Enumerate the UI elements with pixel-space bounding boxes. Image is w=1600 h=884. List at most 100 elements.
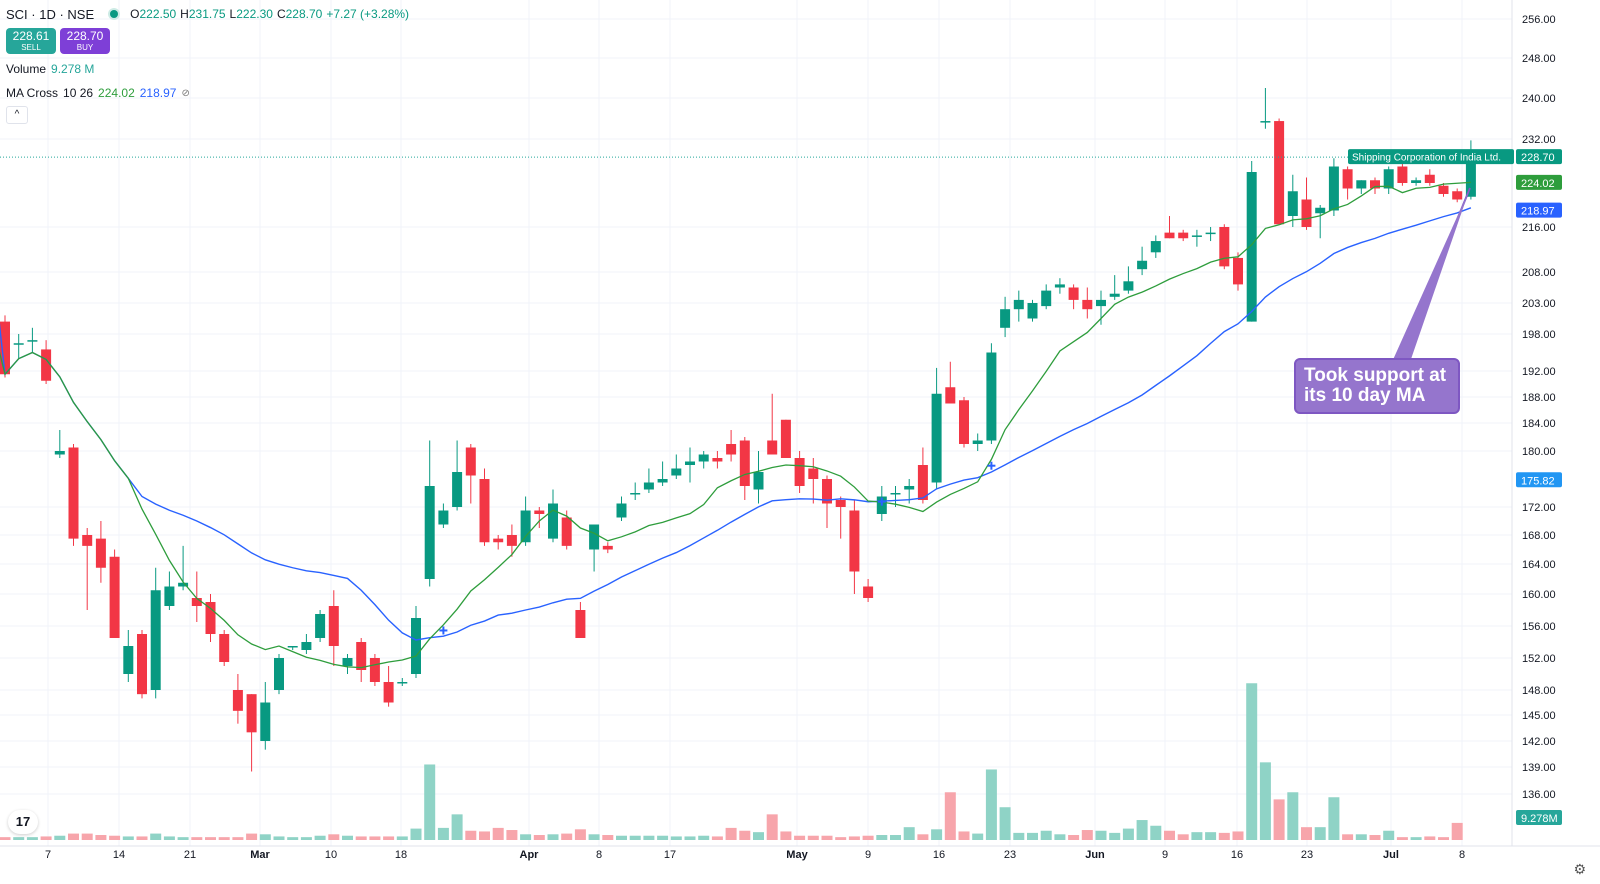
candle [534,507,545,528]
candle-body [397,682,408,684]
candle-body [1246,172,1257,322]
gear-icon[interactable]: ⚙ [1573,861,1586,877]
volume-bar [602,835,614,840]
candle [1054,278,1065,294]
volume-bars [0,683,1463,840]
volume-bar [807,835,819,840]
candle-body [1041,290,1052,307]
ohlc-key: O [130,7,140,21]
candle [1452,188,1463,203]
sell-label: SELL [21,43,41,52]
candle-body [123,646,134,674]
candle [1246,161,1257,322]
candle-body [780,419,791,458]
volume-bar [821,835,833,840]
candle-body [1315,207,1326,214]
sell-button[interactable]: 228.61 SELL [6,28,56,54]
candle [493,535,504,550]
candle-body [1274,121,1285,225]
candle [685,447,695,483]
candle [260,682,271,750]
candle [1137,246,1148,276]
candle [479,468,490,546]
candle [205,594,216,642]
price-tick-label: 152.00 [1522,653,1556,665]
candle-body [520,510,531,543]
candle-body [1191,235,1202,237]
price-tick-label: 156.00 [1522,621,1556,633]
volume-bar [410,828,422,840]
volume-bar [958,831,970,840]
volume-bar [520,834,532,840]
price-tick-label: 208.00 [1522,267,1556,279]
ma-fast-value: 224.02 [98,86,135,100]
candle [986,343,997,444]
candle-body [1233,257,1243,285]
symbol-title[interactable]: SCI · 1D · NSE [6,6,95,22]
time-tick-label: 16 [1231,849,1243,861]
candle [849,500,860,594]
candles [0,88,1476,772]
candle-body [1287,191,1298,216]
candle [1260,88,1271,129]
buy-button[interactable]: 228.70 BUY [60,28,110,54]
annotation-note[interactable]: Took support at its 10 day MA [1294,358,1460,414]
volume-bar [1081,830,1093,840]
ohlc-value: 222.50 [139,7,177,21]
candle [643,468,654,493]
ma-fast-line [0,181,1471,669]
candle [54,430,65,458]
volume-bar [437,827,449,840]
ma-cross-marker [439,626,448,635]
candle [575,602,586,638]
candle [616,496,627,521]
last-price-name-bg [1348,149,1514,165]
volume-bar [40,836,52,840]
volume-bar [259,834,271,840]
volume-bar [492,827,504,840]
candle-body [1424,174,1435,183]
candle-body [109,556,120,638]
candle [808,458,819,504]
candle-body [794,458,805,486]
candle-body [1054,284,1065,288]
candle [1150,235,1161,258]
candle [794,451,805,493]
chevron-up-icon[interactable]: ^ [6,106,28,124]
volume-bar [232,837,244,840]
volume-tag: 9.278M [1516,810,1562,825]
volume-label: Volume [6,62,47,76]
candle-body [1383,169,1394,189]
eye-off-icon[interactable]: ⊘ [181,87,190,99]
time-tick-label: Jul [1383,849,1399,861]
volume-bar [1328,797,1340,840]
candle [561,510,572,550]
candle-body [260,702,271,741]
volume-bar [999,807,1011,840]
volume-bar [0,837,11,840]
volume-bar [1451,822,1463,840]
time-tick-label: 10 [325,849,337,861]
candle [27,327,38,353]
volume-bar [1122,828,1134,840]
volume-bar [780,831,792,840]
candle [1301,177,1312,230]
candle [1383,166,1394,194]
tradingview-logo-icon[interactable]: 17 [8,810,38,834]
price-tick-label: 198.00 [1522,329,1556,341]
time-tick-label: 17 [664,849,676,861]
price-tick-label: 172.00 [1522,502,1556,514]
candle [13,334,24,359]
annotation-line-1: Took support at [1304,365,1447,386]
candle [342,654,353,674]
candle-body [383,682,394,703]
volume-bar [711,836,723,840]
last-price-tag-bg [1516,149,1562,165]
volume-bar [931,829,943,840]
candle [452,440,463,511]
time-tick-label: 8 [596,849,602,861]
ma-cross-legend[interactable]: MA Cross 10 26 224.02 218.97 ⊘ [6,84,413,102]
candle [1178,229,1189,242]
volume-legend[interactable]: Volume 9.278 M [6,60,413,78]
